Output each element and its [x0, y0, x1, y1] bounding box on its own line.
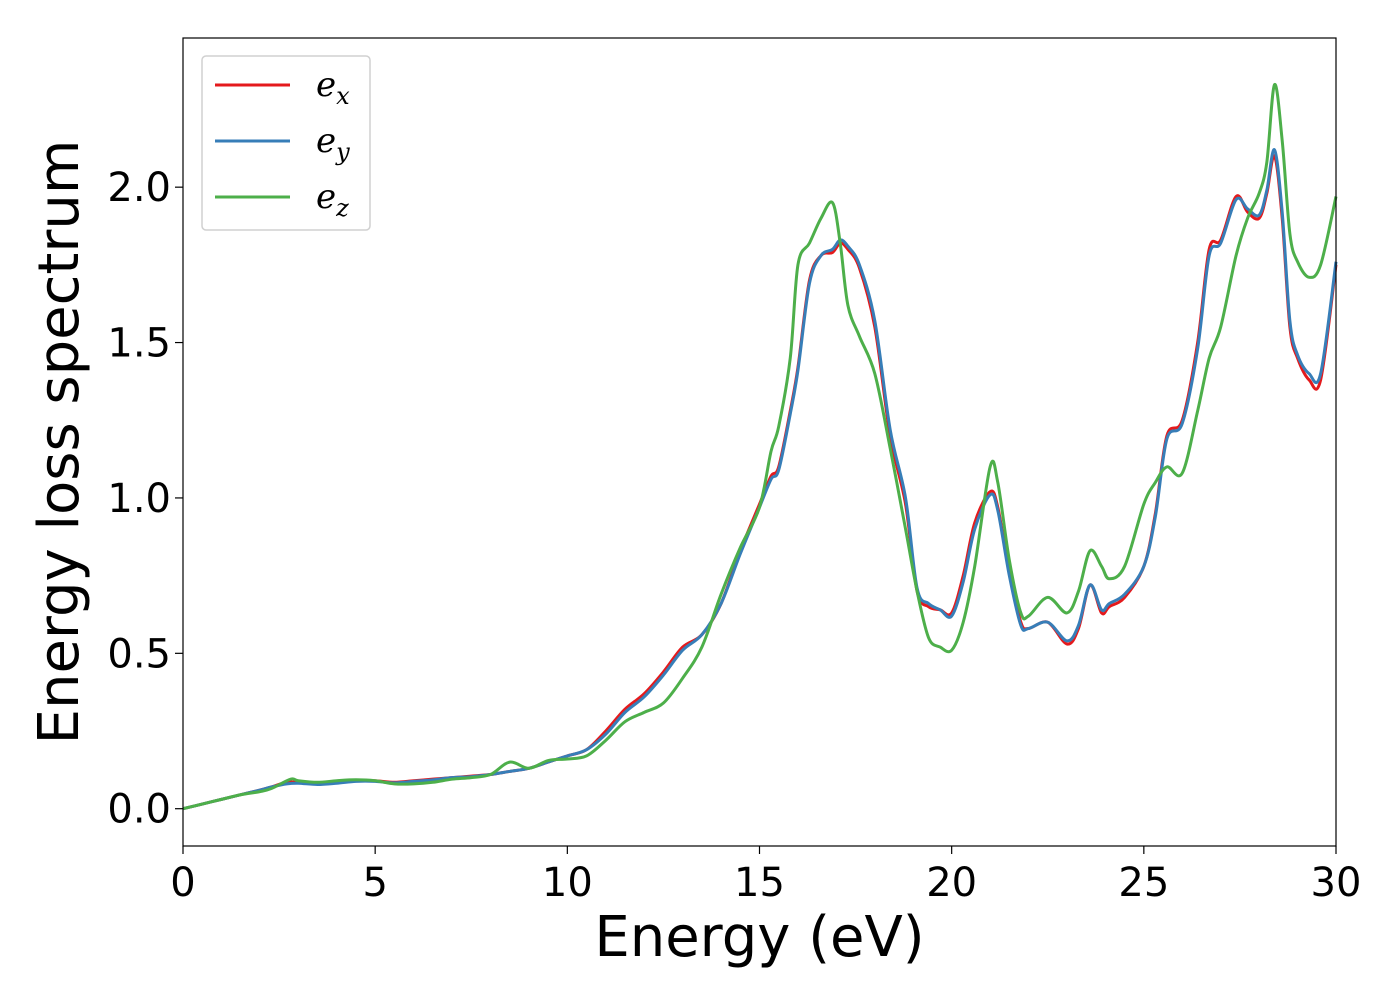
- y-tick-label: 2.0: [107, 165, 171, 211]
- y-axis-ticks: 0.0 0.5 1.0 1.5 2.0: [107, 165, 183, 833]
- x-tick-label: 30: [1311, 860, 1362, 906]
- x-axis-ticks: 0 5 10 15 20 25 30: [170, 846, 1361, 906]
- x-tick-label: 0: [170, 860, 195, 906]
- plot-background: [183, 38, 1336, 846]
- legend-box: [201, 55, 371, 231]
- y-axis-label: Energy loss spectrum: [27, 140, 92, 745]
- x-tick-label: 15: [734, 860, 785, 906]
- x-axis-label: Energy (eV): [594, 905, 924, 970]
- y-tick-label: 0.5: [107, 631, 171, 677]
- y-tick-label: 0.0: [107, 787, 171, 833]
- series-line-ey: [182, 148, 1338, 811]
- y-tick-label: 1.5: [107, 321, 171, 367]
- x-tick-label: 10: [542, 860, 593, 906]
- series-layer: [182, 83, 1338, 811]
- y-tick-label: 1.0: [107, 476, 171, 522]
- x-tick-label: 20: [926, 860, 977, 906]
- series-line-ez: [182, 83, 1338, 811]
- x-tick-label: 5: [362, 860, 387, 906]
- x-tick-label: 25: [1118, 860, 1169, 906]
